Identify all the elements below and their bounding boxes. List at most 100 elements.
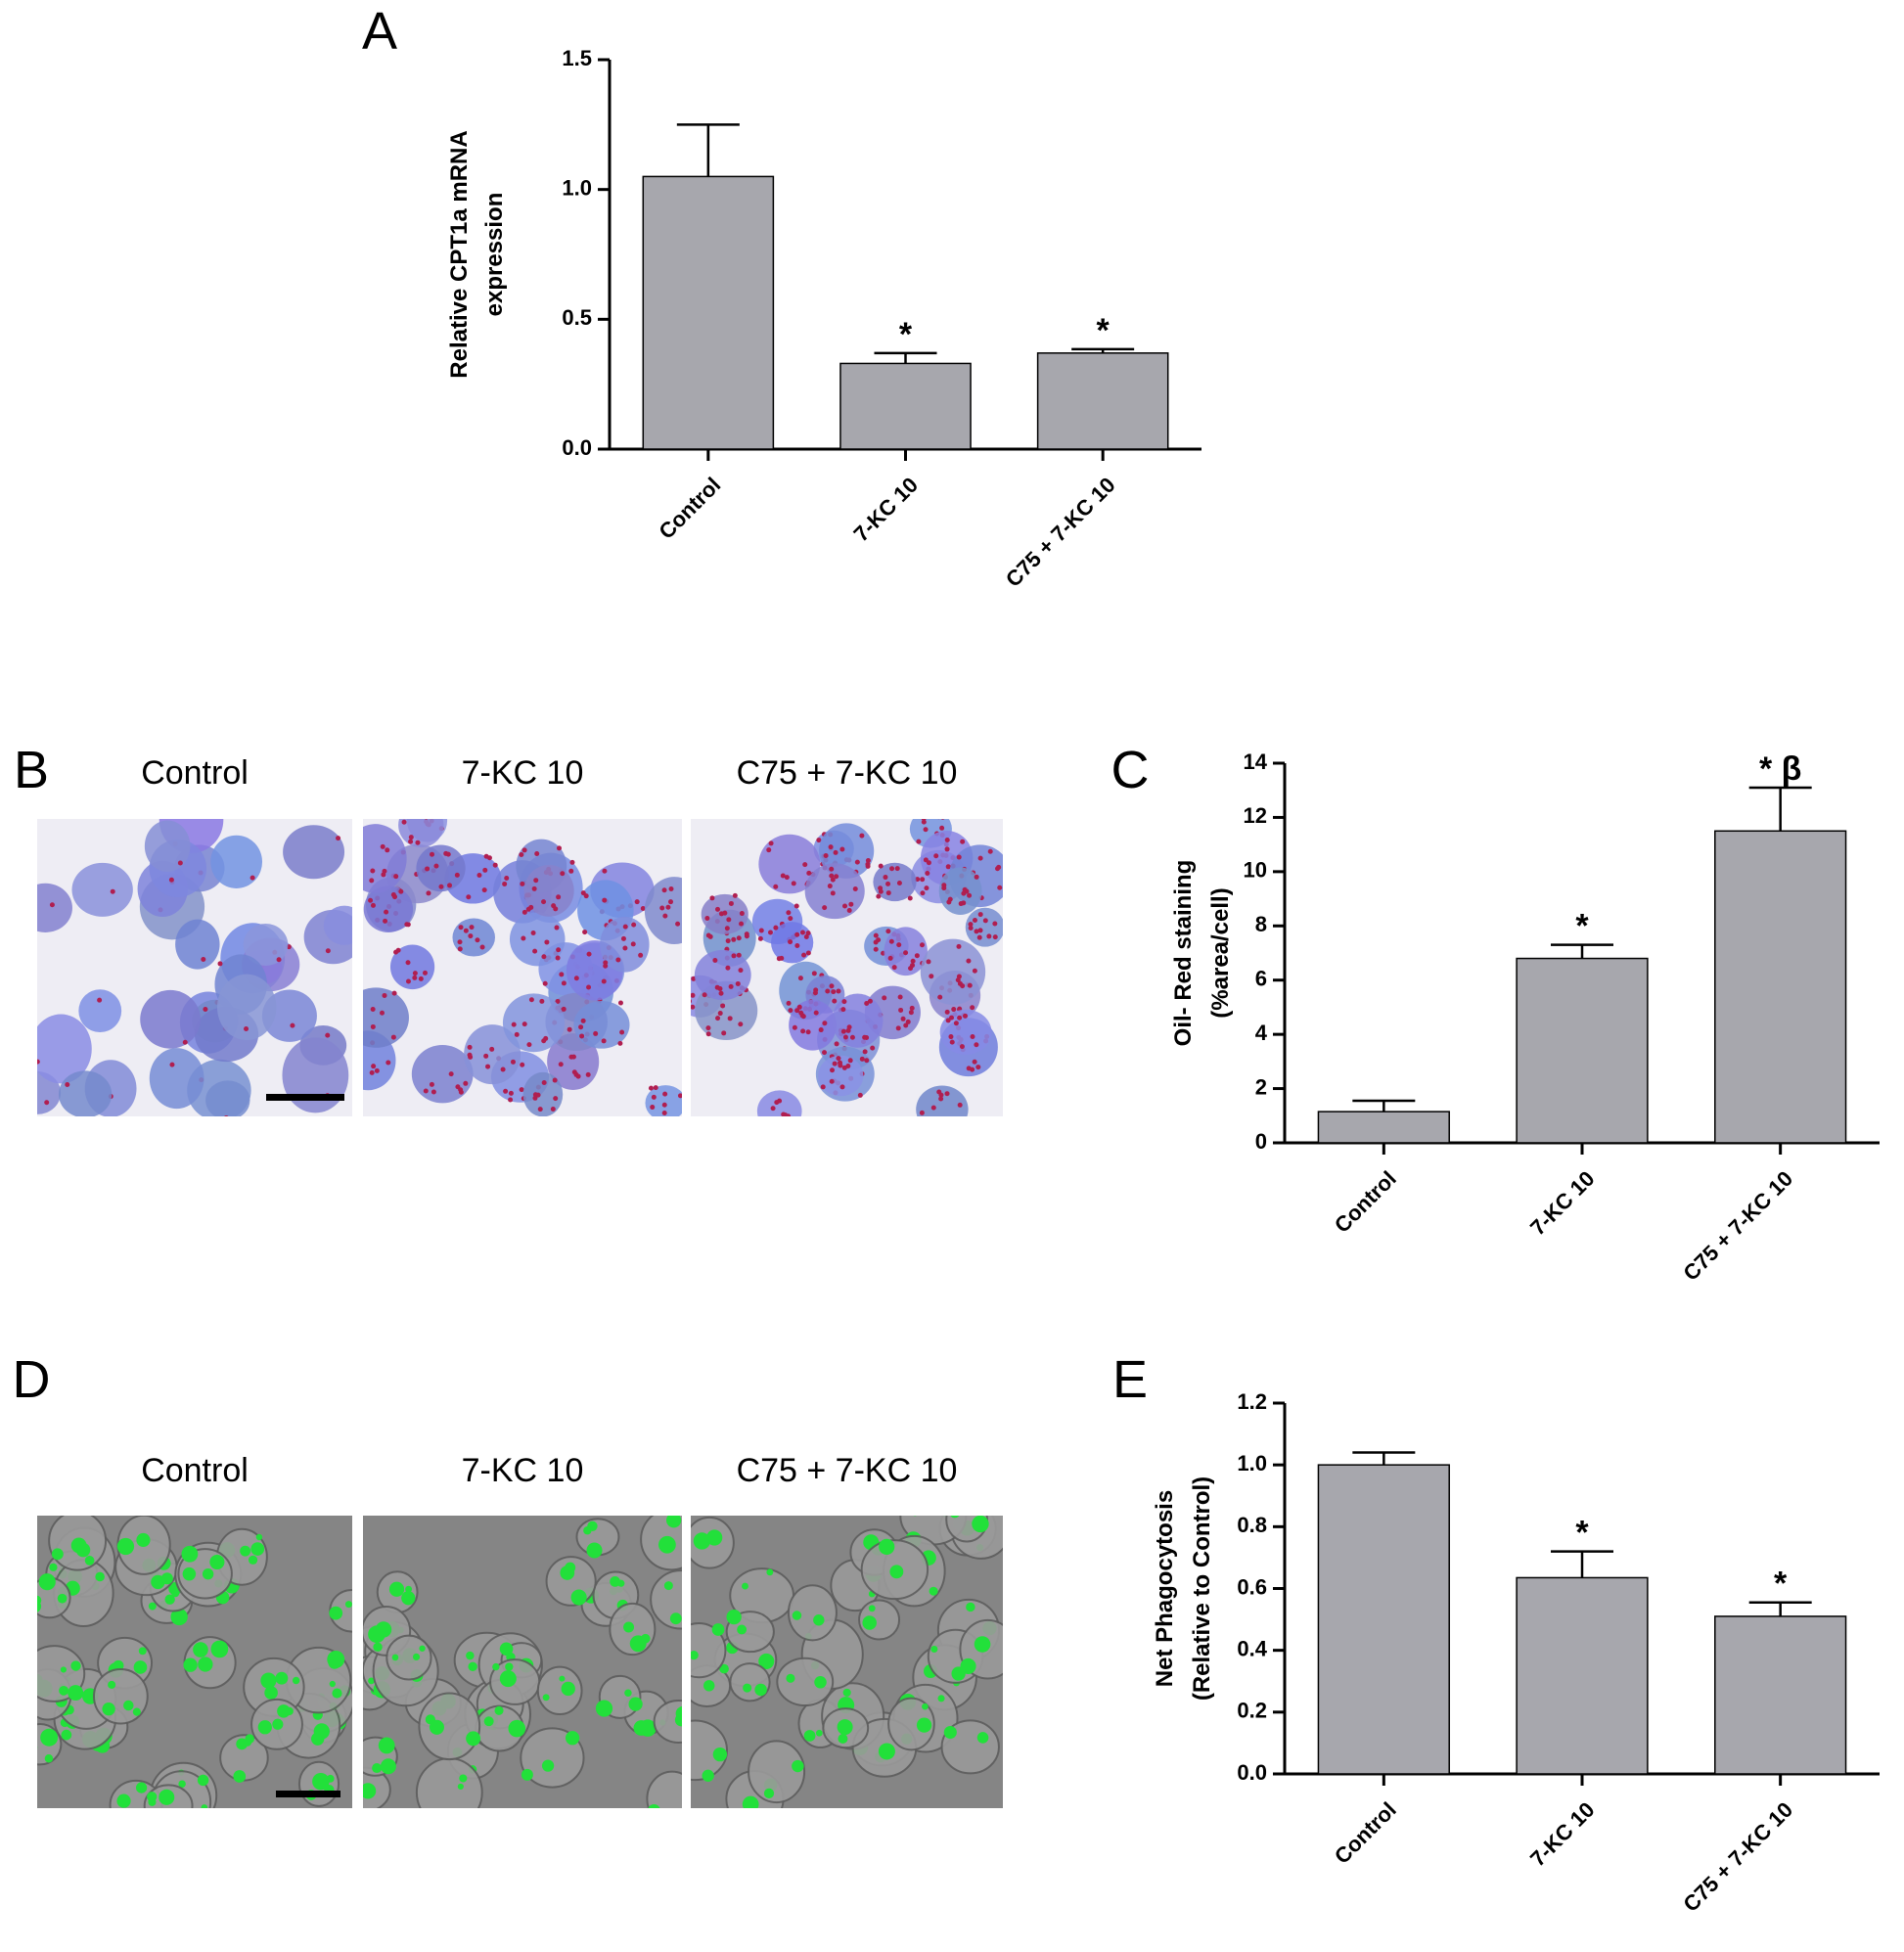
lipid-droplet xyxy=(770,1106,776,1112)
micrograph xyxy=(363,1516,682,1822)
cell xyxy=(363,987,409,1048)
lipid-droplet xyxy=(909,1005,915,1011)
lipid-droplet xyxy=(828,844,834,850)
phagocytosed-particle xyxy=(960,1657,976,1674)
phagocytosed-particle xyxy=(913,1516,917,1517)
lipid-droplet xyxy=(358,1022,363,1027)
phagocytosed-particle xyxy=(178,1780,186,1788)
lipid-droplet xyxy=(541,954,547,960)
lipid-droplet xyxy=(995,866,1001,872)
cell xyxy=(523,865,574,917)
y-tick-label: 1.2 xyxy=(1237,1389,1267,1414)
phagocytosed-particle xyxy=(595,1700,613,1717)
phagocytosed-particle xyxy=(842,1688,851,1697)
lipid-droplet xyxy=(555,955,561,961)
cell xyxy=(323,905,352,945)
lipid-droplet xyxy=(224,1114,229,1116)
lipid-droplet xyxy=(177,860,183,866)
lipid-droplet xyxy=(201,957,206,963)
bar xyxy=(1714,1615,1847,1775)
lipid-droplet xyxy=(842,903,848,909)
y-axis-label: expression xyxy=(481,193,508,317)
lipid-droplet xyxy=(830,890,836,896)
phagocytosed-particle xyxy=(942,1516,954,1518)
lipid-droplet xyxy=(662,1091,668,1097)
y-tick-label: 0.5 xyxy=(562,305,592,330)
phagocytosed-particle xyxy=(565,1562,576,1573)
lipid-droplet xyxy=(585,1071,591,1077)
lipid-droplet xyxy=(862,1034,868,1040)
lipid-droplet xyxy=(970,1005,975,1011)
lipid-droplet xyxy=(887,955,893,961)
lipid-droplet xyxy=(675,921,681,927)
lipid-droplet xyxy=(794,1008,800,1014)
phagocytosed-particle xyxy=(666,1516,682,1528)
phagocytosed-particle xyxy=(654,1813,662,1822)
lipid-droplet xyxy=(939,1118,944,1123)
lipid-droplet xyxy=(601,978,607,984)
lipid-droplet xyxy=(249,875,255,881)
lipid-droplet xyxy=(537,1107,543,1112)
cell xyxy=(464,1024,521,1085)
lipid-droplet xyxy=(704,916,710,921)
phagocytosed-particle xyxy=(693,1532,711,1550)
lipid-droplet xyxy=(825,988,831,994)
phagocytosed-particle xyxy=(974,1636,991,1653)
lipid-droplet xyxy=(841,999,847,1005)
lipid-droplet xyxy=(953,1021,959,1026)
phagocytosed-particle xyxy=(240,1545,251,1557)
phagocytosed-particle xyxy=(814,1676,827,1689)
cell xyxy=(37,1014,92,1084)
lipid-droplet xyxy=(768,840,774,846)
lipid-droplet xyxy=(463,1080,469,1086)
lipid-droplet xyxy=(781,1112,787,1116)
cell xyxy=(175,919,220,970)
image-label: 7-KC 10 xyxy=(462,1452,584,1489)
cell xyxy=(694,949,751,1001)
lipid-droplet xyxy=(530,930,536,935)
lipid-droplet xyxy=(424,819,429,820)
phagocytosed-particle xyxy=(419,1645,426,1652)
lipid-droplet xyxy=(992,921,998,927)
micrograph xyxy=(691,819,1003,1123)
lipid-droplet xyxy=(791,881,796,886)
lipid-droplet xyxy=(834,1041,839,1047)
phagocytosed-particle xyxy=(95,1571,105,1582)
lipid-droplet xyxy=(539,998,545,1004)
lipid-droplet xyxy=(944,846,950,852)
phagocytosed-particle xyxy=(469,1811,478,1821)
phagocytosed-particle xyxy=(674,1713,682,1727)
lipid-droplet xyxy=(842,1034,848,1040)
lipid-droplet xyxy=(553,1096,559,1102)
lipid-droplet xyxy=(870,1045,876,1051)
lipid-droplet xyxy=(897,994,903,1000)
phagocytosed-particle xyxy=(610,1576,620,1587)
lipid-droplet xyxy=(371,1064,377,1069)
lipid-droplet xyxy=(415,840,421,845)
lipid-droplet xyxy=(920,890,926,896)
phagocytosed-particle xyxy=(815,1729,823,1737)
lipid-droplet xyxy=(974,1042,979,1048)
lipid-droplet xyxy=(806,870,812,876)
lipid-droplet xyxy=(433,863,439,869)
lipid-droplet xyxy=(957,1015,963,1021)
lipid-droplet xyxy=(882,995,887,1001)
lipid-droplet xyxy=(944,1091,950,1097)
lipid-droplet xyxy=(380,1010,385,1016)
cell xyxy=(416,844,466,892)
lipid-droplet xyxy=(802,862,808,868)
lipid-droplet xyxy=(836,988,841,994)
phagocytosed-particle xyxy=(373,1642,383,1653)
lipid-droplet xyxy=(796,1004,802,1010)
lipid-droplet xyxy=(921,819,927,825)
cell xyxy=(600,917,650,973)
lipid-droplet xyxy=(502,881,508,886)
phagocytosed-particle xyxy=(624,1689,632,1698)
lipid-droplet xyxy=(767,930,773,935)
lipid-droplet xyxy=(736,935,742,941)
scale-bar xyxy=(276,1791,340,1797)
phagocytosed-particle xyxy=(786,1673,795,1683)
lipid-droplet xyxy=(784,875,790,881)
lipid-droplet xyxy=(735,980,741,986)
cell xyxy=(938,867,982,915)
